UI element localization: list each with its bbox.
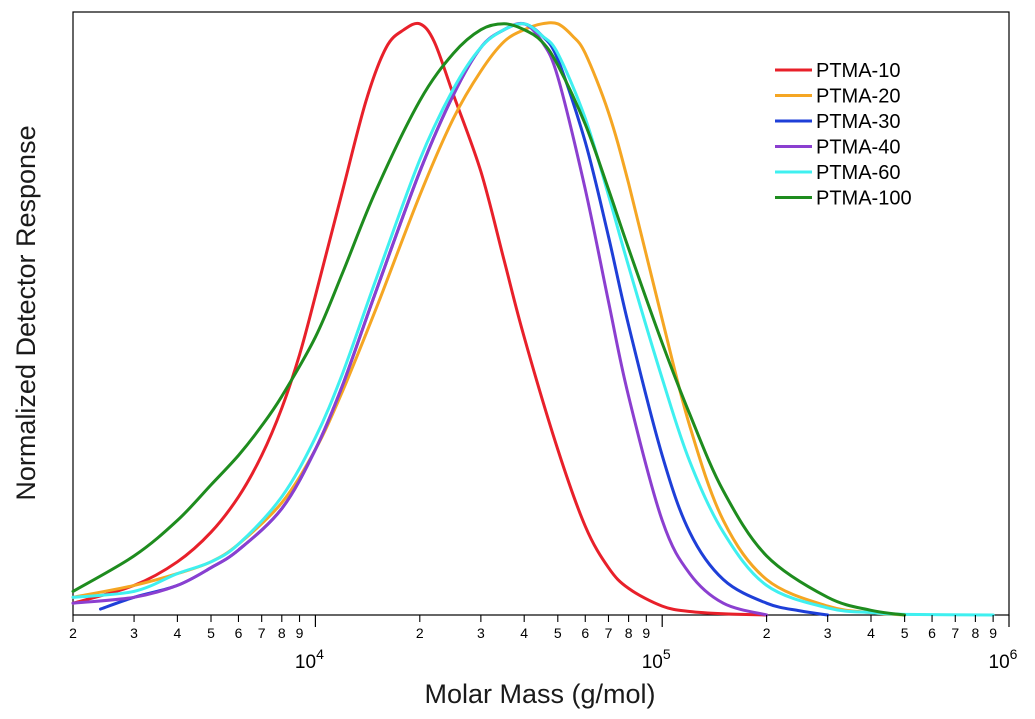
minor-tick-label: 4 bbox=[173, 625, 181, 641]
major-tick-label: 105 bbox=[642, 646, 671, 673]
y-axis-title: Normalized Detector Response bbox=[11, 125, 41, 500]
legend-label: PTMA-30 bbox=[816, 111, 900, 133]
x-axis-ticks bbox=[72, 615, 1010, 627]
tick-base: 10 bbox=[989, 652, 1010, 673]
minor-tick-label: 2 bbox=[69, 625, 77, 641]
minor-tick-label: 8 bbox=[971, 625, 979, 641]
minor-tick-label: 4 bbox=[867, 625, 875, 641]
minor-tick-label: 9 bbox=[296, 625, 304, 641]
minor-tick-label: 7 bbox=[951, 625, 959, 641]
minor-tick-label: 6 bbox=[928, 625, 936, 641]
minor-tick-label: 5 bbox=[901, 625, 909, 641]
tick-exponent: 4 bbox=[316, 646, 324, 662]
minor-tick-label: 3 bbox=[824, 625, 832, 641]
tick-exponent: 5 bbox=[663, 646, 671, 662]
series-line-ptma-20 bbox=[71, 21, 907, 617]
minor-tick-label: 7 bbox=[605, 625, 613, 641]
series-lines bbox=[71, 21, 995, 617]
x-axis-title: Molar Mass (g/mol) bbox=[424, 679, 655, 709]
minor-tick-label: 4 bbox=[520, 625, 528, 641]
minor-tick-label: 5 bbox=[554, 625, 562, 641]
major-tick-label: 106 bbox=[989, 646, 1018, 673]
minor-tick-label: 6 bbox=[235, 625, 243, 641]
legend: PTMA-10 PTMA-20 PTMA-30 PTMA-40 PTMA-60 PTMA-… bbox=[775, 60, 912, 210]
minor-tick-label: 3 bbox=[130, 625, 138, 641]
series-line-ptma-60 bbox=[71, 22, 995, 617]
minor-tick-label: 8 bbox=[625, 625, 633, 641]
legend-label: PTMA-100 bbox=[816, 188, 912, 210]
legend-label: PTMA-10 bbox=[816, 60, 900, 82]
tick-base: 10 bbox=[642, 652, 663, 673]
minor-tick-label: 7 bbox=[258, 625, 266, 641]
tick-exponent: 6 bbox=[1010, 646, 1018, 662]
series-line-ptma-10 bbox=[71, 21, 769, 617]
legend-label: PTMA-60 bbox=[816, 162, 900, 184]
minor-tick-label: 2 bbox=[416, 625, 424, 641]
minor-tick-label: 9 bbox=[642, 625, 650, 641]
minor-tick-label: 2 bbox=[763, 625, 771, 641]
minor-tick-label: 5 bbox=[207, 625, 215, 641]
minor-tick-label: 6 bbox=[581, 625, 589, 641]
series-line-ptma-100 bbox=[71, 22, 907, 617]
minor-tick-label: 3 bbox=[477, 625, 485, 641]
minor-tick-label: 9 bbox=[989, 625, 997, 641]
major-tick-label: 104 bbox=[295, 646, 324, 673]
tick-base: 10 bbox=[295, 652, 316, 673]
legend-label: PTMA-40 bbox=[816, 137, 900, 159]
minor-tick-label: 8 bbox=[278, 625, 286, 641]
plot-frame bbox=[72, 11, 1010, 616]
legend-label: PTMA-20 bbox=[816, 86, 900, 108]
